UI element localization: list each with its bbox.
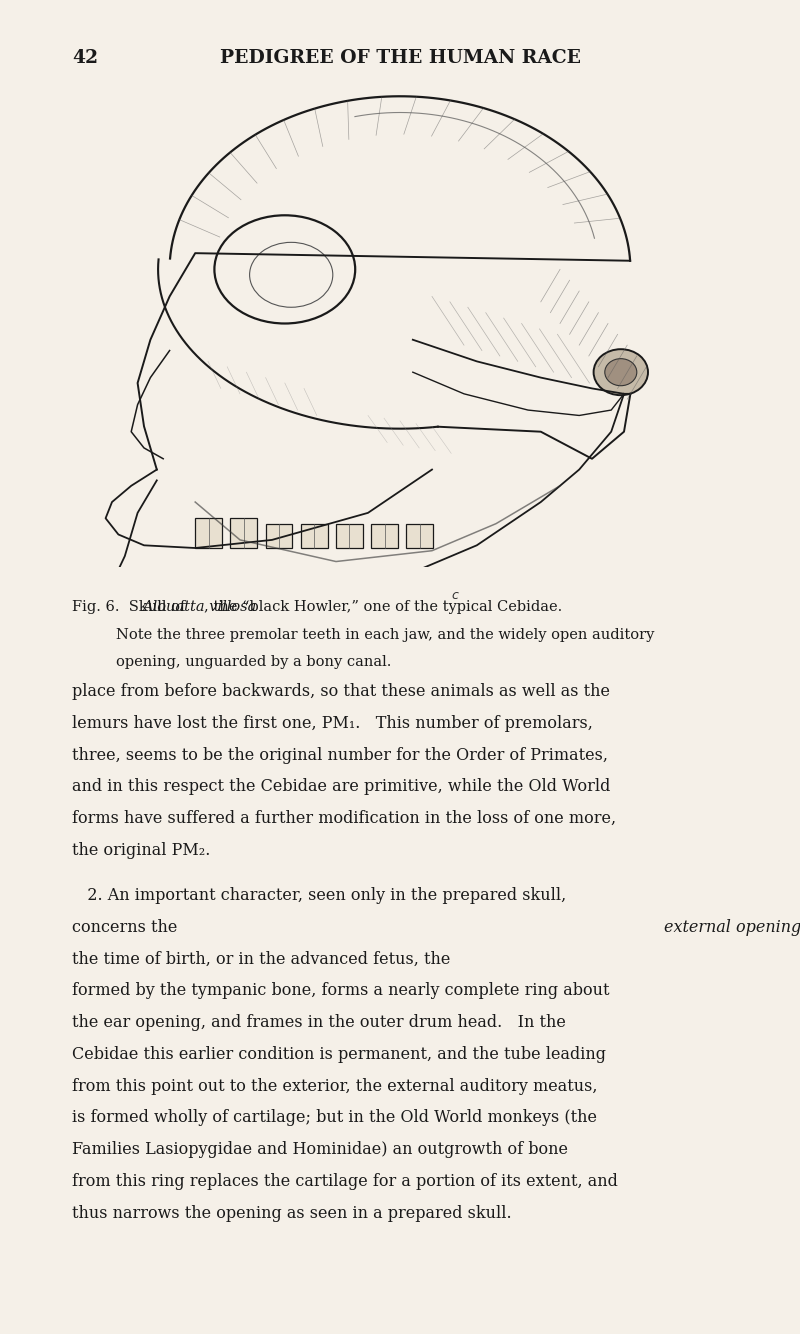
Text: Cebidae this earlier condition is permanent, and the tube leading: Cebidae this earlier condition is perman… [72, 1046, 606, 1063]
Text: c: c [451, 590, 458, 603]
Polygon shape [230, 519, 258, 548]
Ellipse shape [594, 350, 648, 395]
Text: Families Lasiopygidae and Hominidae) an outgrowth of bone: Families Lasiopygidae and Hominidae) an … [72, 1141, 568, 1158]
Text: from this ring replaces the cartilage for a portion of its extent, and: from this ring replaces the cartilage fo… [72, 1173, 618, 1190]
Polygon shape [266, 524, 293, 548]
Text: place from before backwards, so that these animals as well as the: place from before backwards, so that the… [72, 683, 610, 700]
Text: and in this respect the Cebidae are primitive, while the Old World: and in this respect the Cebidae are prim… [72, 778, 610, 795]
Polygon shape [406, 524, 434, 548]
Text: the original PM₂.: the original PM₂. [72, 842, 210, 859]
Text: formed by the tympanic bone, forms a nearly complete ring about: formed by the tympanic bone, forms a nea… [72, 982, 610, 999]
Text: 42: 42 [72, 49, 98, 67]
Text: Alouatta villosa: Alouatta villosa [142, 600, 256, 614]
Ellipse shape [605, 359, 637, 386]
Text: PEDIGREE OF THE HUMAN RACE: PEDIGREE OF THE HUMAN RACE [219, 49, 581, 67]
Polygon shape [378, 594, 403, 616]
Text: three, seems to be the original number for the Order of Primates,: three, seems to be the original number f… [72, 747, 608, 763]
Polygon shape [202, 588, 227, 616]
Polygon shape [195, 519, 222, 548]
Text: concerns the: concerns the [72, 919, 182, 936]
Text: Fig. 6.  Skull of: Fig. 6. Skull of [72, 600, 190, 614]
Text: external opening of the ear.: external opening of the ear. [664, 919, 800, 936]
Text: Note the three premolar teeth in each jaw, and the widely open auditory: Note the three premolar teeth in each ja… [116, 627, 654, 642]
Polygon shape [307, 594, 333, 616]
Polygon shape [237, 588, 262, 616]
Text: opening, unguarded by a bony canal.: opening, unguarded by a bony canal. [116, 655, 391, 668]
Text: is formed wholly of cartilage; but in the Old World monkeys (the: is formed wholly of cartilage; but in th… [72, 1110, 597, 1126]
Text: the ear opening, and frames in the outer drum head.   In the: the ear opening, and frames in the outer… [72, 1014, 566, 1031]
Polygon shape [371, 524, 398, 548]
Text: , the “black Howler,” one of the typical Cebidae.: , the “black Howler,” one of the typical… [204, 600, 562, 614]
Text: the time of birth, or in the advanced fetus, the: the time of birth, or in the advanced fe… [72, 951, 455, 967]
Text: lemurs have lost the first one, PM₁.   This number of premolars,: lemurs have lost the first one, PM₁. Thi… [72, 715, 593, 732]
Text: from this point out to the exterior, the external auditory meatus,: from this point out to the exterior, the… [72, 1078, 598, 1095]
Polygon shape [342, 594, 368, 616]
Polygon shape [336, 524, 363, 548]
Text: forms have suffered a further modification in the loss of one more,: forms have suffered a further modificati… [72, 810, 616, 827]
Polygon shape [272, 594, 298, 616]
Text: 2. An important character, seen only in the prepared skull,: 2. An important character, seen only in … [72, 887, 566, 904]
Text: thus narrows the opening as seen in a prepared skull.: thus narrows the opening as seen in a pr… [72, 1205, 512, 1222]
Polygon shape [301, 524, 328, 548]
